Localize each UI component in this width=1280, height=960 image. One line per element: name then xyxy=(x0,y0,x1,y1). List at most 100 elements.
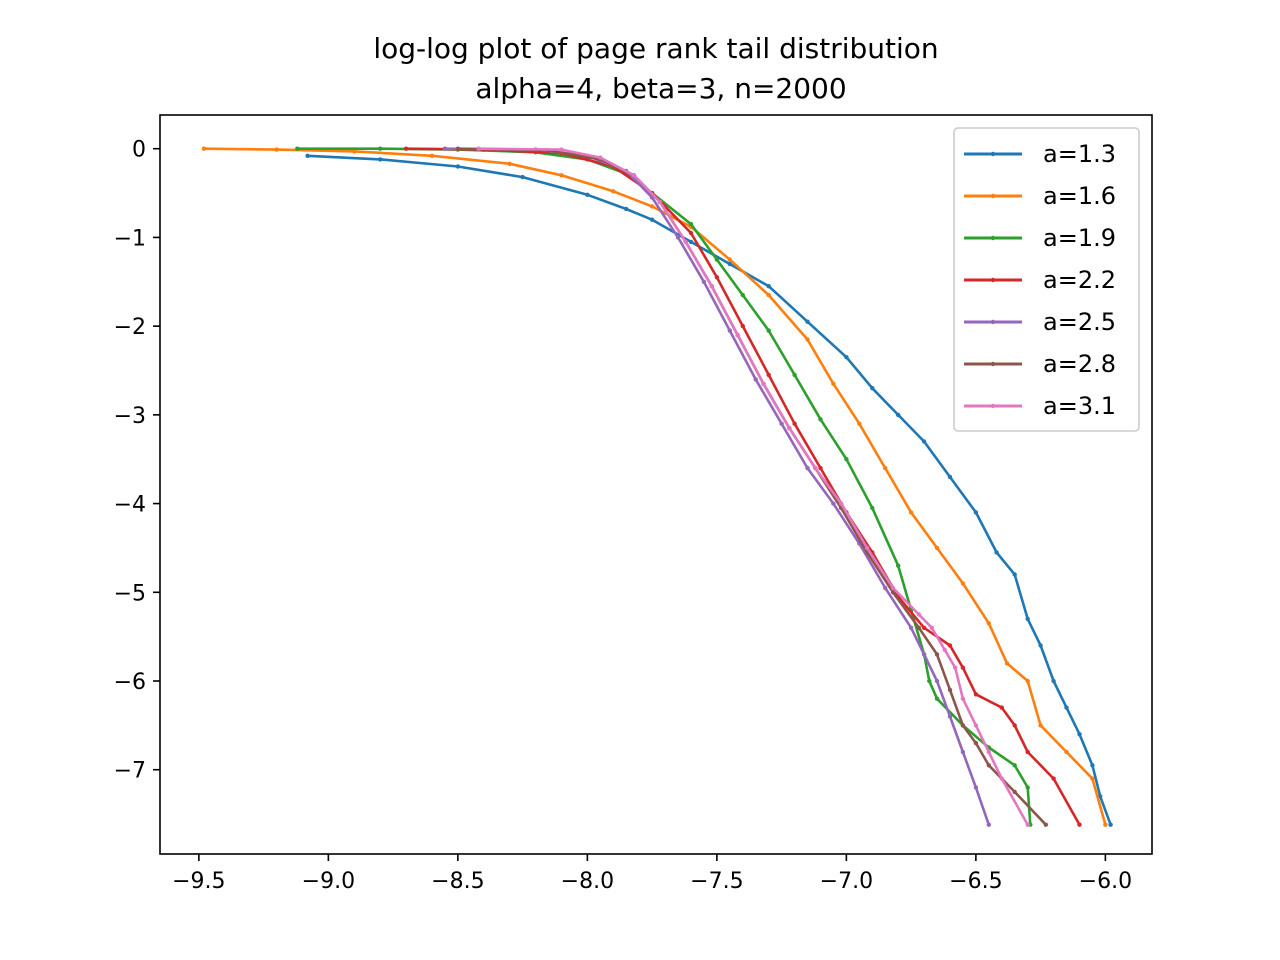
data-point xyxy=(701,279,707,284)
plot-area xyxy=(159,114,1153,855)
legend: a=1.3 a=1.6 a=1.9 a=2.2 a=2.5 a=2.8 a=3.1 xyxy=(953,127,1140,432)
data-point xyxy=(999,776,1004,781)
data-point xyxy=(934,545,940,551)
data-point xyxy=(934,652,940,657)
data-point xyxy=(753,377,758,382)
data-point xyxy=(1043,822,1049,827)
data-point xyxy=(683,239,688,245)
data-point xyxy=(766,372,771,378)
data-point xyxy=(870,505,875,511)
data-point xyxy=(1012,572,1017,577)
data-point xyxy=(870,386,875,391)
legend-label: a=1.3 xyxy=(1043,140,1116,168)
legend-marker xyxy=(990,403,996,409)
data-point xyxy=(727,328,732,333)
data-point xyxy=(883,585,888,591)
data-point xyxy=(1108,822,1113,827)
data-point xyxy=(352,149,357,154)
data-point xyxy=(1025,822,1030,827)
data-point xyxy=(476,146,481,151)
data-point xyxy=(994,550,999,555)
legend-box xyxy=(953,127,1140,432)
data-point xyxy=(890,590,896,595)
legend-label: a=3.1 xyxy=(1043,392,1116,420)
data-point xyxy=(611,189,616,194)
data-point xyxy=(805,319,810,324)
data-point xyxy=(761,381,766,386)
data-point xyxy=(805,337,810,342)
data-point xyxy=(947,687,953,693)
data-point xyxy=(1090,776,1095,781)
y-tick-label: −7 xyxy=(114,759,146,784)
data-point xyxy=(649,217,655,222)
data-point xyxy=(766,328,771,333)
data-point xyxy=(927,678,932,684)
data-point xyxy=(766,292,771,298)
data-point xyxy=(960,749,966,755)
legend-label: a=1.9 xyxy=(1043,224,1116,252)
data-point xyxy=(442,146,448,151)
data-point xyxy=(805,465,810,471)
data-point xyxy=(960,723,966,728)
legend-label: a=2.5 xyxy=(1043,308,1116,336)
data-point xyxy=(973,740,979,746)
x-tick-label: −8.5 xyxy=(431,869,484,894)
series-group xyxy=(201,146,1113,827)
data-point xyxy=(688,239,694,245)
data-point xyxy=(559,147,564,152)
data-point xyxy=(585,192,590,197)
data-point xyxy=(921,439,927,444)
x-tick-label: −7.5 xyxy=(690,869,743,894)
data-point xyxy=(1064,749,1069,755)
data-point xyxy=(929,625,934,630)
x-tick-label: −8.0 xyxy=(561,869,614,894)
data-point xyxy=(1025,616,1030,622)
data-point xyxy=(201,146,207,151)
legend-marker xyxy=(990,319,996,325)
data-point xyxy=(831,501,836,506)
data-point xyxy=(896,563,901,568)
data-point xyxy=(1012,763,1017,768)
x-tick-label: −9.5 xyxy=(172,869,225,894)
data-point xyxy=(688,221,694,227)
data-point xyxy=(986,763,991,768)
data-point xyxy=(942,647,947,653)
y-axis: 0 −1 −2 −3 −4 −5 −6 −7 xyxy=(114,138,160,784)
data-point xyxy=(1051,776,1056,781)
y-tick-label: −3 xyxy=(114,404,146,429)
legend-label: a=2.8 xyxy=(1043,350,1116,378)
data-point xyxy=(559,173,564,178)
data-point xyxy=(274,147,279,152)
y-tick-label: −5 xyxy=(114,581,146,606)
data-point xyxy=(1051,678,1056,684)
data-point xyxy=(857,421,862,426)
data-point xyxy=(947,714,953,719)
data-point xyxy=(986,749,991,755)
legend-marker xyxy=(990,151,996,157)
data-point xyxy=(1077,732,1082,737)
data-point xyxy=(999,705,1004,710)
data-point xyxy=(973,692,979,697)
data-point xyxy=(295,146,300,151)
data-point xyxy=(378,146,383,151)
legend-entries: a=1.3 a=1.6 a=1.9 a=2.2 a=2.5 a=2.8 a=3.1 xyxy=(964,140,1116,420)
data-point xyxy=(934,678,940,684)
data-point xyxy=(986,621,991,626)
data-point xyxy=(520,174,525,180)
data-point xyxy=(792,372,797,378)
data-point xyxy=(960,581,966,586)
data-point xyxy=(675,235,681,240)
data-point xyxy=(896,412,901,418)
data-point xyxy=(916,612,922,617)
data-point xyxy=(921,625,927,630)
data-point xyxy=(818,417,823,422)
data-point xyxy=(1025,749,1030,755)
data-point xyxy=(973,723,979,728)
data-point xyxy=(1098,794,1103,799)
legend-marker xyxy=(990,361,996,367)
chart-title: log-log plot of page rank tail distribut… xyxy=(373,32,938,65)
y-tick-label: −6 xyxy=(114,670,146,695)
data-point xyxy=(787,426,792,431)
data-point xyxy=(864,545,870,551)
